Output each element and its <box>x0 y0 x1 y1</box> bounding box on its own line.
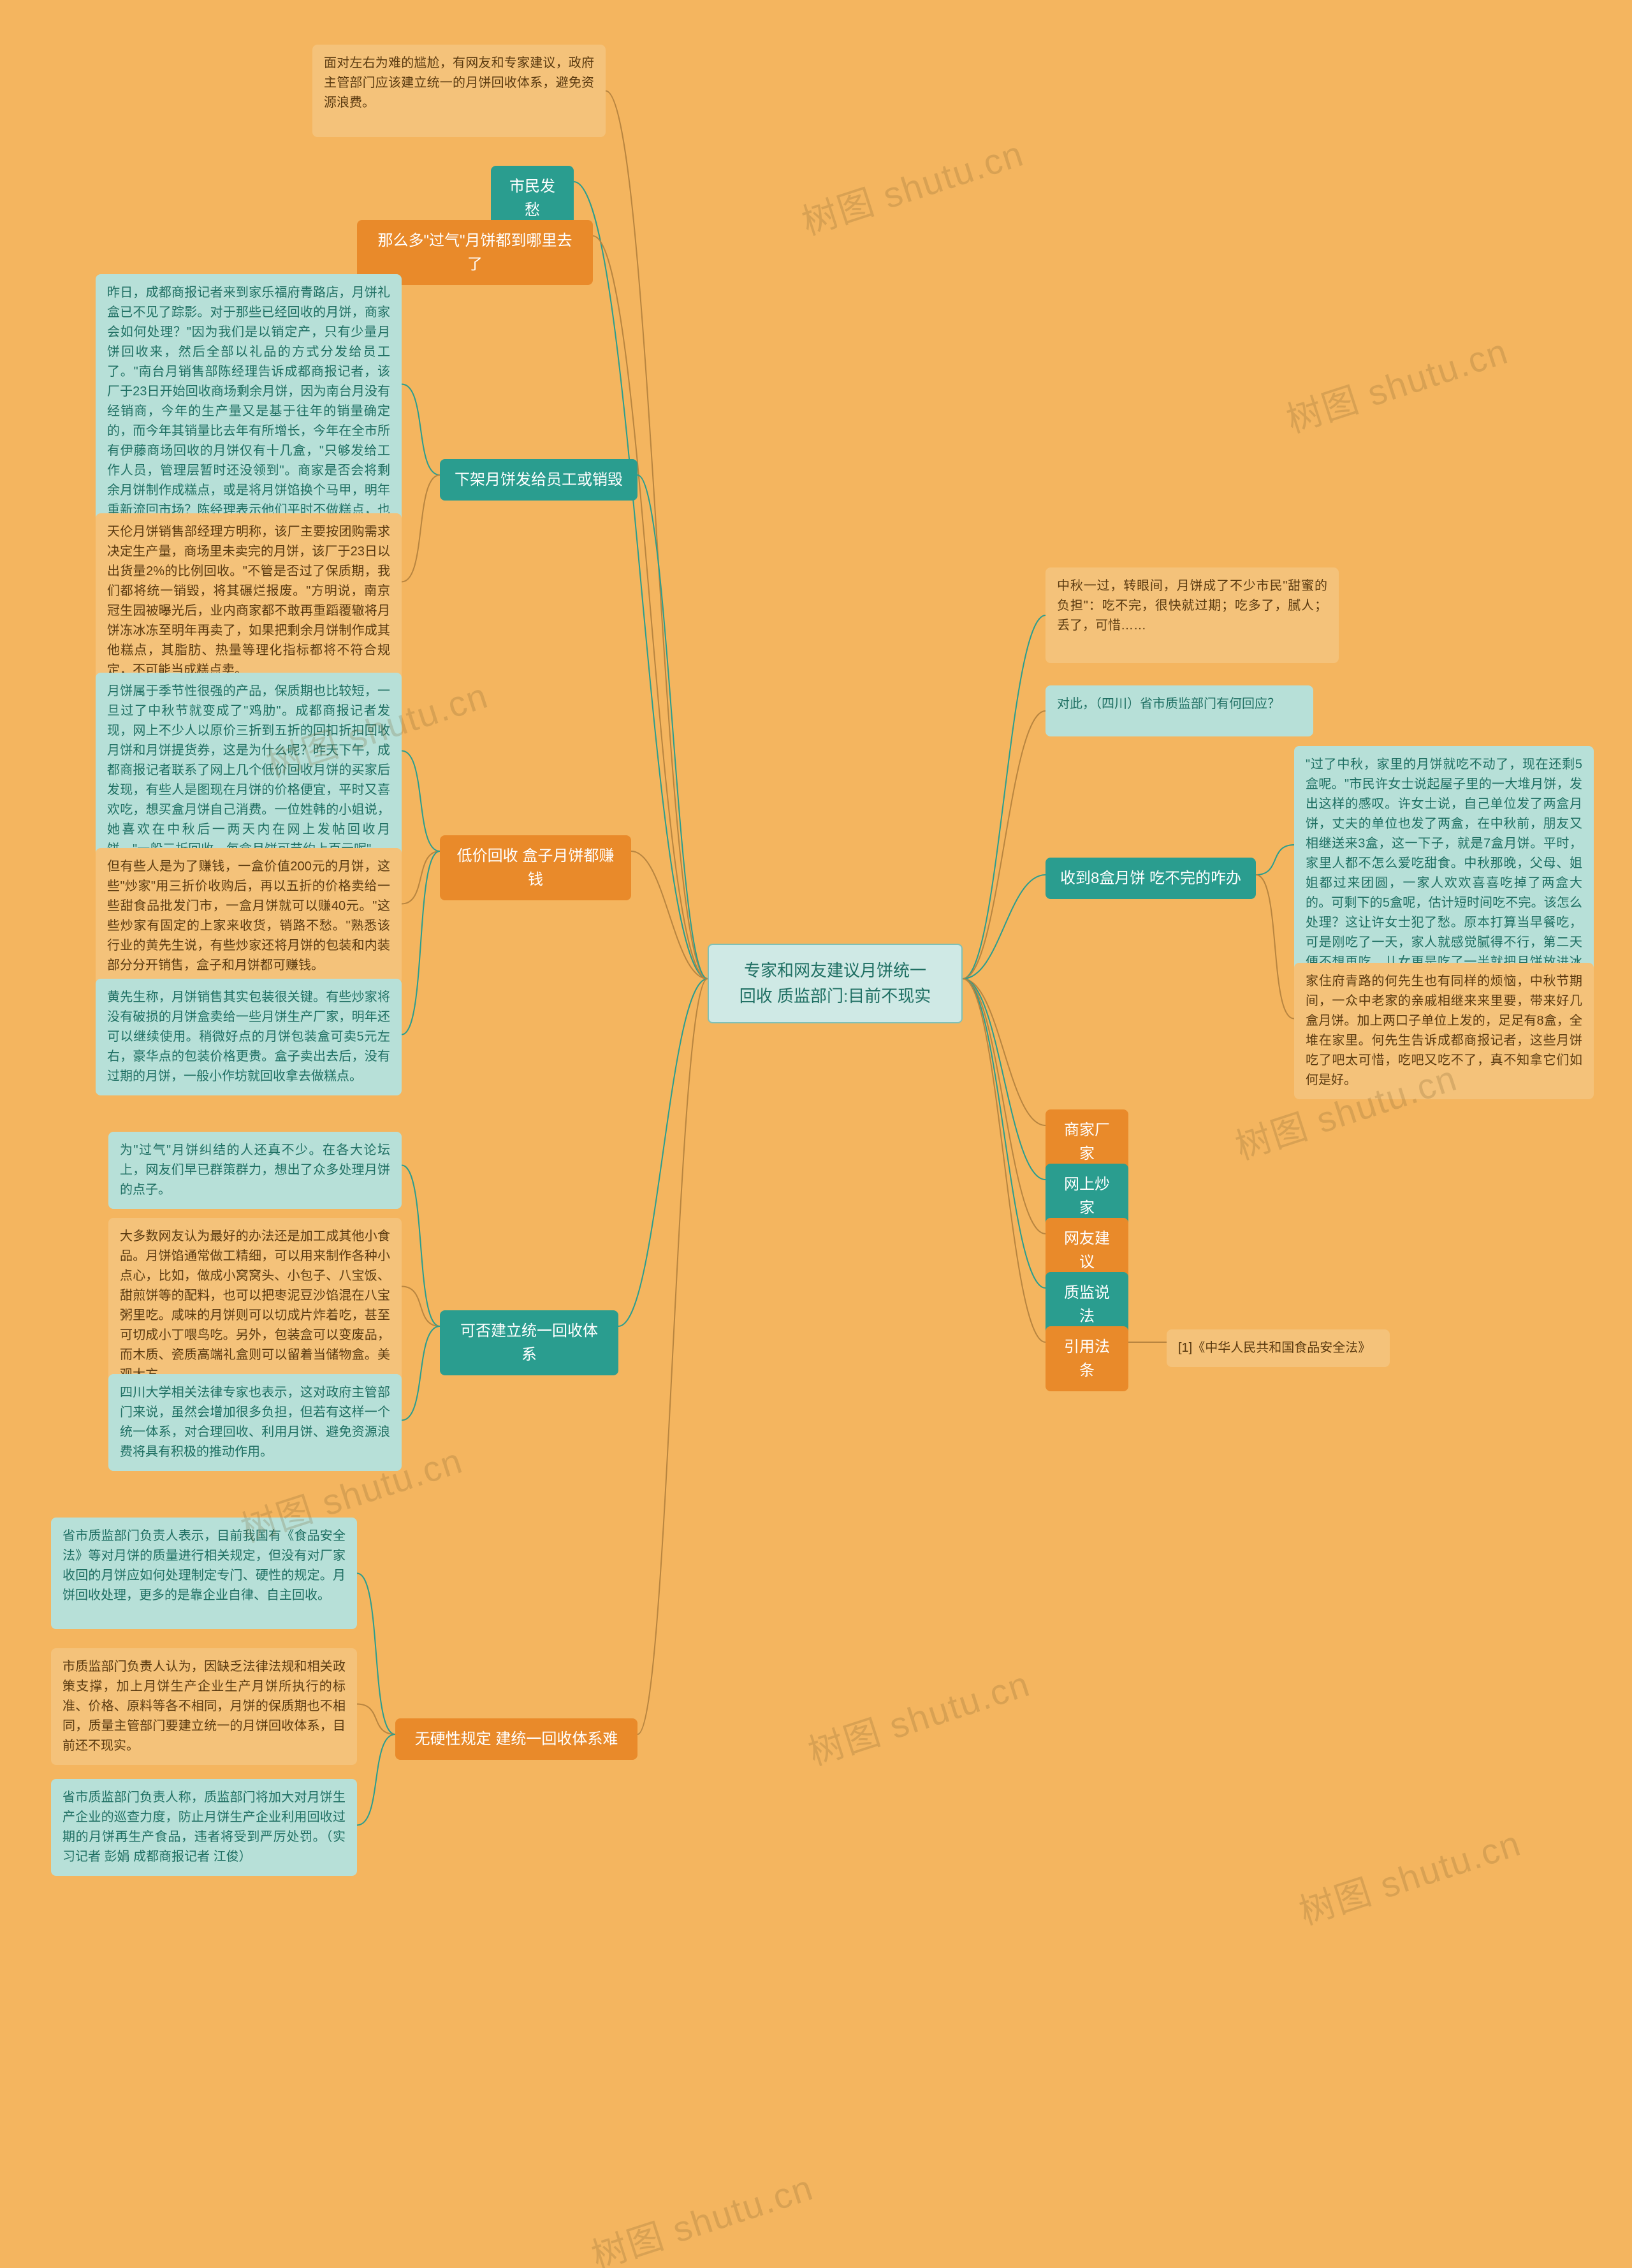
edge-root-r1 <box>963 875 1046 979</box>
node-l5c[interactable]: 四川大学相关法律专家也表示，这对政府主管部门来说，虽然会增加很多负担，但若有这样… <box>108 1374 402 1471</box>
edge-root-l3 <box>638 475 708 979</box>
watermark: 树图 shutu.cn <box>794 125 1030 245</box>
watermark: 树图 shutu.cn <box>584 2159 819 2268</box>
node-l6[interactable]: 无硬性规定 建统一回收体系难 <box>395 1718 638 1760</box>
edge-root-r6 <box>963 979 1046 1342</box>
edge-l5-l5a <box>402 1166 440 1327</box>
edge-l5-l5c <box>402 1326 440 1421</box>
node-l4[interactable]: 低价回收 盒子月饼都赚钱 <box>440 835 631 900</box>
node-intro[interactable]: 中秋一过，转眼间，月饼成了不少市民"甜蜜的负担"：吃不完，很快就过期；吃多了，腻… <box>1046 567 1339 663</box>
node-l5[interactable]: 可否建立统一回收体系 <box>440 1310 618 1375</box>
node-l3a[interactable]: 昨日，成都商报记者来到家乐福府青路店，月饼礼盒已不见了踪影。对于那些已经回收的月… <box>96 274 402 549</box>
edge-r1-r1b <box>1256 875 1294 1019</box>
node-l3b[interactable]: 天伦月饼销售部经理方明称，该厂主要按团购需求决定生产量，商场里未卖完的月饼，该厂… <box>96 513 402 689</box>
node-r1b[interactable]: 家住府青路的何先生也有同样的烦恼，中秋节期间，一众中老家的亲戚相继来来里要，带来… <box>1294 963 1594 1099</box>
edge-l5-l5b <box>402 1287 440 1327</box>
edge-root-resp <box>963 711 1046 979</box>
edge-root-intro <box>963 615 1046 979</box>
node-l6c[interactable]: 省市质监部门负责人称，质监部门将加大对月饼生产企业的巡查力度，防止月饼生产企业利… <box>51 1779 357 1876</box>
edge-l4-l4c <box>402 851 440 1035</box>
edge-root-r3 <box>963 979 1046 1180</box>
node-l4c[interactable]: 黄先生称，月饼销售其实包装很关键。有些炒家将没有破损的月饼盒卖给一些月饼生产厂家… <box>96 979 402 1095</box>
node-l5a[interactable]: 为"过气"月饼纠结的人还真不少。在各大论坛上，网友们早已群策群力，想出了众多处理… <box>108 1132 402 1209</box>
node-l6a[interactable]: 省市质监部门负责人表示，目前我国有《食品安全法》等对月饼的质量进行相关规定，但没… <box>51 1518 357 1629</box>
edge-root-r4 <box>963 979 1046 1234</box>
watermark: 树图 shutu.cn <box>801 1655 1036 1776</box>
edge-root-l5 <box>618 979 708 1326</box>
node-l4a[interactable]: 月饼属于季节性很强的产品，保质期也比较短，一旦过了中秋节就变成了"鸡肋"。成都商… <box>96 673 402 868</box>
edge-root-l6 <box>638 979 708 1734</box>
node-r6a[interactable]: [1]《中华人民共和国食品安全法》 <box>1167 1329 1390 1367</box>
edge-root-l4 <box>631 851 708 979</box>
watermark: 树图 shutu.cn <box>1292 1815 1527 1935</box>
edge-l6-l6c <box>357 1734 395 1825</box>
edge-root-r2 <box>963 979 1046 1125</box>
edge-l4-l4a <box>402 751 440 852</box>
node-r1[interactable]: 收到8盒月饼 吃不完的咋办 <box>1046 858 1256 899</box>
edge-l4-l4b <box>402 851 440 904</box>
edge-l3-l3b <box>402 475 440 582</box>
node-l_top[interactable]: 面对左右为难的尴尬，有网友和专家建议，政府主管部门应该建立统一的月饼回收体系，避… <box>312 45 606 137</box>
node-l6b[interactable]: 市质监部门负责人认为，因缺乏法律法规和相关政策支撑，加上月饼生产企业生产月饼所执… <box>51 1648 357 1765</box>
node-l4b[interactable]: 但有些人是为了赚钱，一盒价值200元的月饼，这些"炒家"用三折价收购后，再以五折… <box>96 848 402 984</box>
edge-root-r5 <box>963 979 1046 1288</box>
node-r6[interactable]: 引用法条 <box>1046 1326 1128 1391</box>
edge-l6-l6b <box>357 1704 395 1735</box>
node-root[interactable]: 专家和网友建议月饼统一 回收 质监部门:目前不现实 <box>708 944 963 1023</box>
edge-l6-l6a <box>357 1574 395 1735</box>
edge-r1-r1a <box>1256 845 1294 875</box>
node-l3[interactable]: 下架月饼发给员工或销毁 <box>440 459 638 501</box>
edge-l3-l3a <box>402 384 440 476</box>
node-resp[interactable]: 对此，（四川）省市质监部门有何回应？ <box>1046 685 1313 736</box>
node-l5b[interactable]: 大多数网友认为最好的办法还是加工成其他小食品。月饼馅通常做工精细，可以用来制作各… <box>108 1218 402 1394</box>
watermark: 树图 shutu.cn <box>1279 323 1514 443</box>
mindmap-canvas: 专家和网友建议月饼统一 回收 质监部门:目前不现实 中秋一过，转眼间，月饼成了不少… <box>0 0 1632 2268</box>
